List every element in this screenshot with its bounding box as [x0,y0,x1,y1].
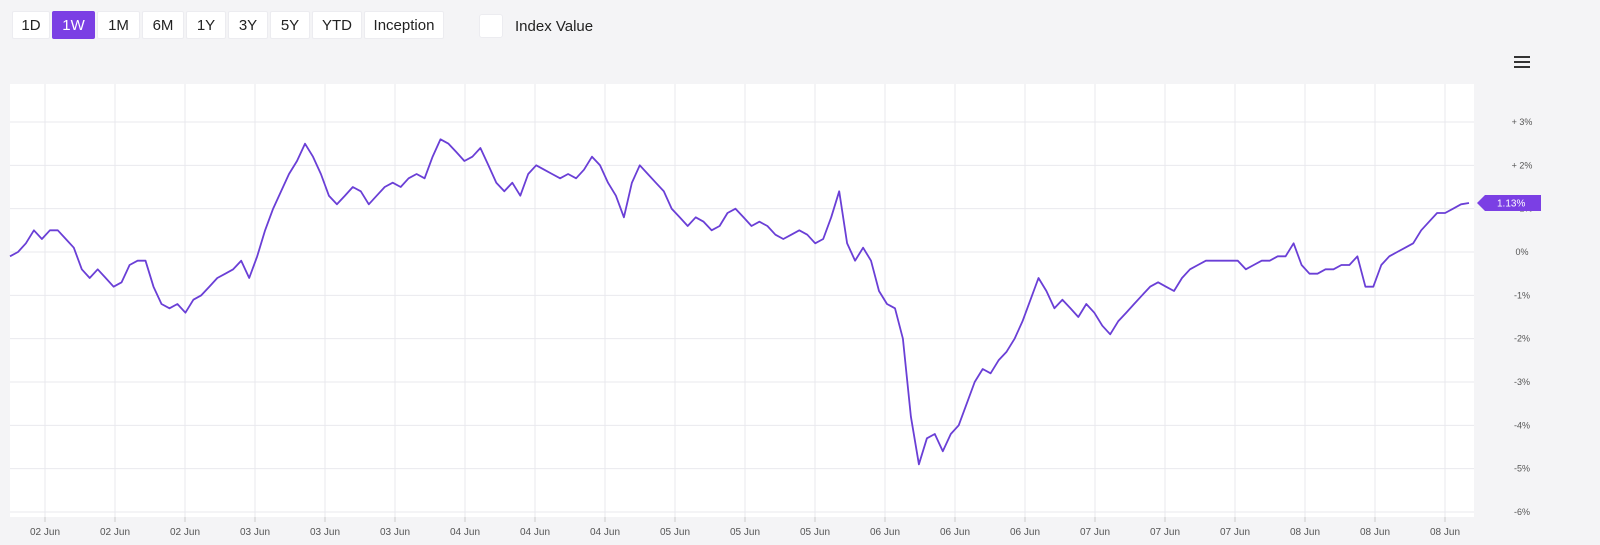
last-value-badge-shape [1477,195,1541,212]
range-button-5y[interactable]: 5Y [270,11,310,39]
x-tick-label: 08 Jun [1290,527,1320,538]
x-tick-label: 02 Jun [30,527,60,538]
x-axis: 02 Jun 02 Jun 02 Jun 03 Jun 03 Jun 03 Jun 04 J… [30,517,1460,538]
x-tick-label: 02 Jun [170,527,200,538]
y-tick-label: 0% [1515,247,1528,257]
x-tick-label: 07 Jun [1150,527,1180,538]
x-tick-label: 07 Jun [1220,527,1250,538]
y-tick-label: -5% [1514,464,1530,474]
x-tick-label: 03 Jun [240,527,270,538]
index-value-checkbox[interactable] [479,14,503,38]
x-tick-label: 03 Jun [380,527,410,538]
x-tick-label: 05 Jun [800,527,830,538]
y-tick-label: + 2% [1512,160,1533,170]
last-value-label: 1.13% [1497,199,1525,210]
x-tick-label: 04 Jun [520,527,550,538]
range-button-1w[interactable]: 1W [52,11,95,39]
x-tick-label: 05 Jun [730,527,760,538]
x-tick-label: 02 Jun [100,527,130,538]
index-value-label: Index Value [515,18,594,35]
series-line [9,138,1470,466]
y-tick-label: -1% [1514,290,1530,300]
y-tick-label: -6% [1514,507,1530,517]
x-tick-label: 06 Jun [1010,527,1040,538]
range-button-6m[interactable]: 6M [142,11,184,39]
last-value-badge: 1.13% [1477,195,1541,212]
y-tick-label: + 3% [1512,117,1533,127]
x-tick-label: 04 Jun [450,527,480,538]
y-tick-label: -3% [1514,377,1530,387]
x-tick-label: 08 Jun [1430,527,1460,538]
x-tick-label: 06 Jun [940,527,970,538]
hamburger-menu-icon[interactable] [1512,53,1532,71]
y-tick-label: -2% [1514,334,1530,344]
x-tick-label: 04 Jun [590,527,620,538]
range-button-3y[interactable]: 3Y [228,11,268,39]
range-button-1m[interactable]: 1M [97,11,140,39]
x-tick-label: 05 Jun [660,527,690,538]
plot-area [10,84,1474,517]
range-button-1y[interactable]: 1Y [186,11,226,39]
y-axis: + 3%+ 2%+ 1%0%-1%-2%-3%-4%-5%-6% [1512,117,1533,517]
range-button-ytd[interactable]: YTD [312,11,362,39]
x-tick-label: 08 Jun [1360,527,1390,538]
x-tick-label: 06 Jun [870,527,900,538]
range-button-1d[interactable]: 1D [12,11,50,39]
x-tick-label: 03 Jun [310,527,340,538]
y-tick-label: -4% [1514,420,1530,430]
range-button-inception[interactable]: Inception [364,11,444,39]
x-tick-label: 07 Jun [1080,527,1110,538]
